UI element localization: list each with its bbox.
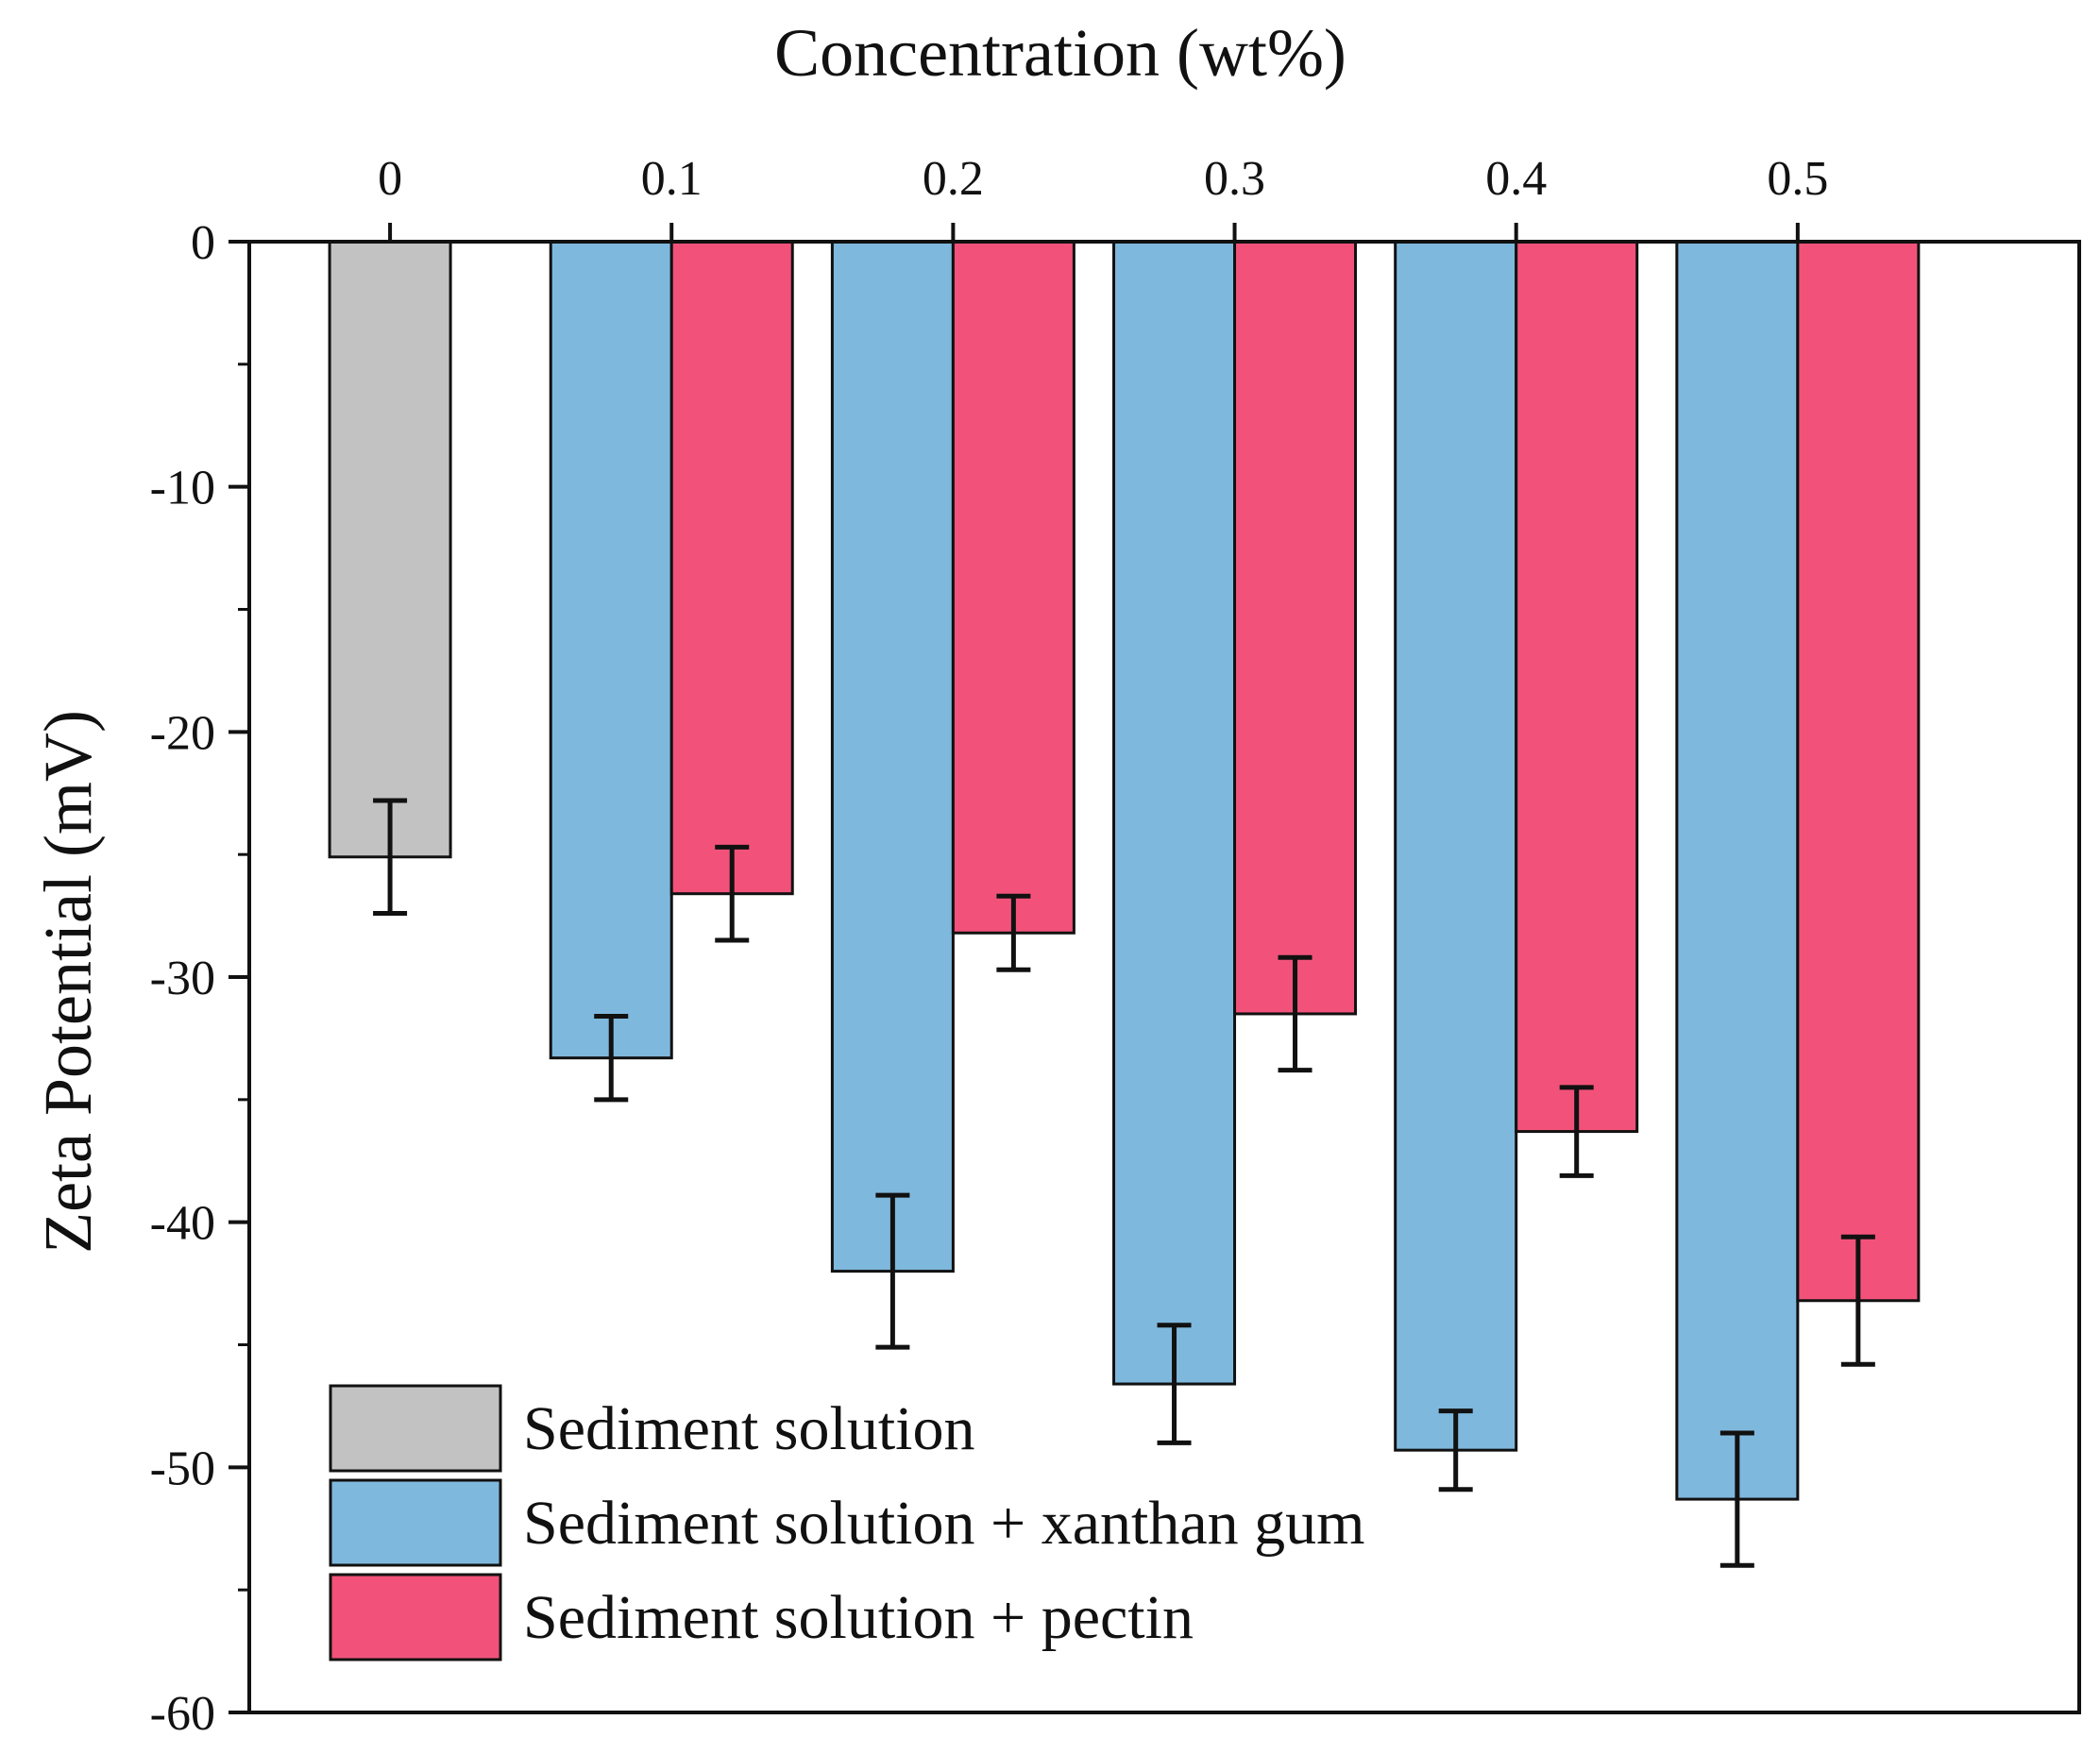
legend-swatch-3 [329,1573,502,1661]
y-tick-label: -50 [150,1442,215,1495]
legend-label-1: Sediment solution [523,1394,975,1463]
bar-0.3-series-3 [1233,240,1358,1016]
x-tick-label: 0.1 [641,152,703,206]
x-axis-title: Concentration (wt%) [774,15,1346,91]
error-bars-group [373,798,1875,1568]
y-tick-label: -40 [150,1197,215,1251]
bar-0.5-series-3 [1796,240,1921,1303]
y-axis-title: Zeta Potential (mV) [30,710,106,1254]
bar-0.1-series-2 [549,240,673,1060]
legend-label-3: Sediment solution + pectin [523,1583,1194,1652]
legend-swatch-1 [329,1384,502,1473]
bar-0.5-series-2 [1675,240,1800,1501]
legend: Sediment solution Sediment solution + xan… [329,1384,1364,1661]
y-tick-label: -20 [150,706,215,760]
legend-swatch-2 [329,1478,502,1567]
y-tick-label: -10 [150,462,215,515]
y-tick-label: 0 [191,216,215,270]
bar-0.4-series-2 [1394,240,1518,1452]
x-tick-label: 0 [378,152,402,206]
bar-0.2-series-2 [830,240,955,1273]
bar-0-series-1 [328,240,452,859]
bar-0.3-series-2 [1112,240,1237,1386]
y-tick-label: -30 [150,952,215,1005]
axes-group: 0 -10 -20 -30 -40 -50 -60 0 0.1 0.2 0.3 0.4 0.5 [150,152,2081,1737]
x-tick-label: 0.2 [923,152,984,206]
bars-group [328,240,1921,1501]
x-tick-label: 0.4 [1485,152,1547,206]
bar-0.2-series-3 [951,240,1075,935]
legend-label-2: Sediment solution + xanthan gum [523,1489,1364,1558]
bar-0.4-series-3 [1515,240,1639,1134]
bar-0.1-series-3 [669,240,794,896]
x-tick-label: 0.5 [1767,152,1828,206]
y-tick-label: -60 [150,1687,215,1737]
x-tick-label: 0.3 [1204,152,1265,206]
